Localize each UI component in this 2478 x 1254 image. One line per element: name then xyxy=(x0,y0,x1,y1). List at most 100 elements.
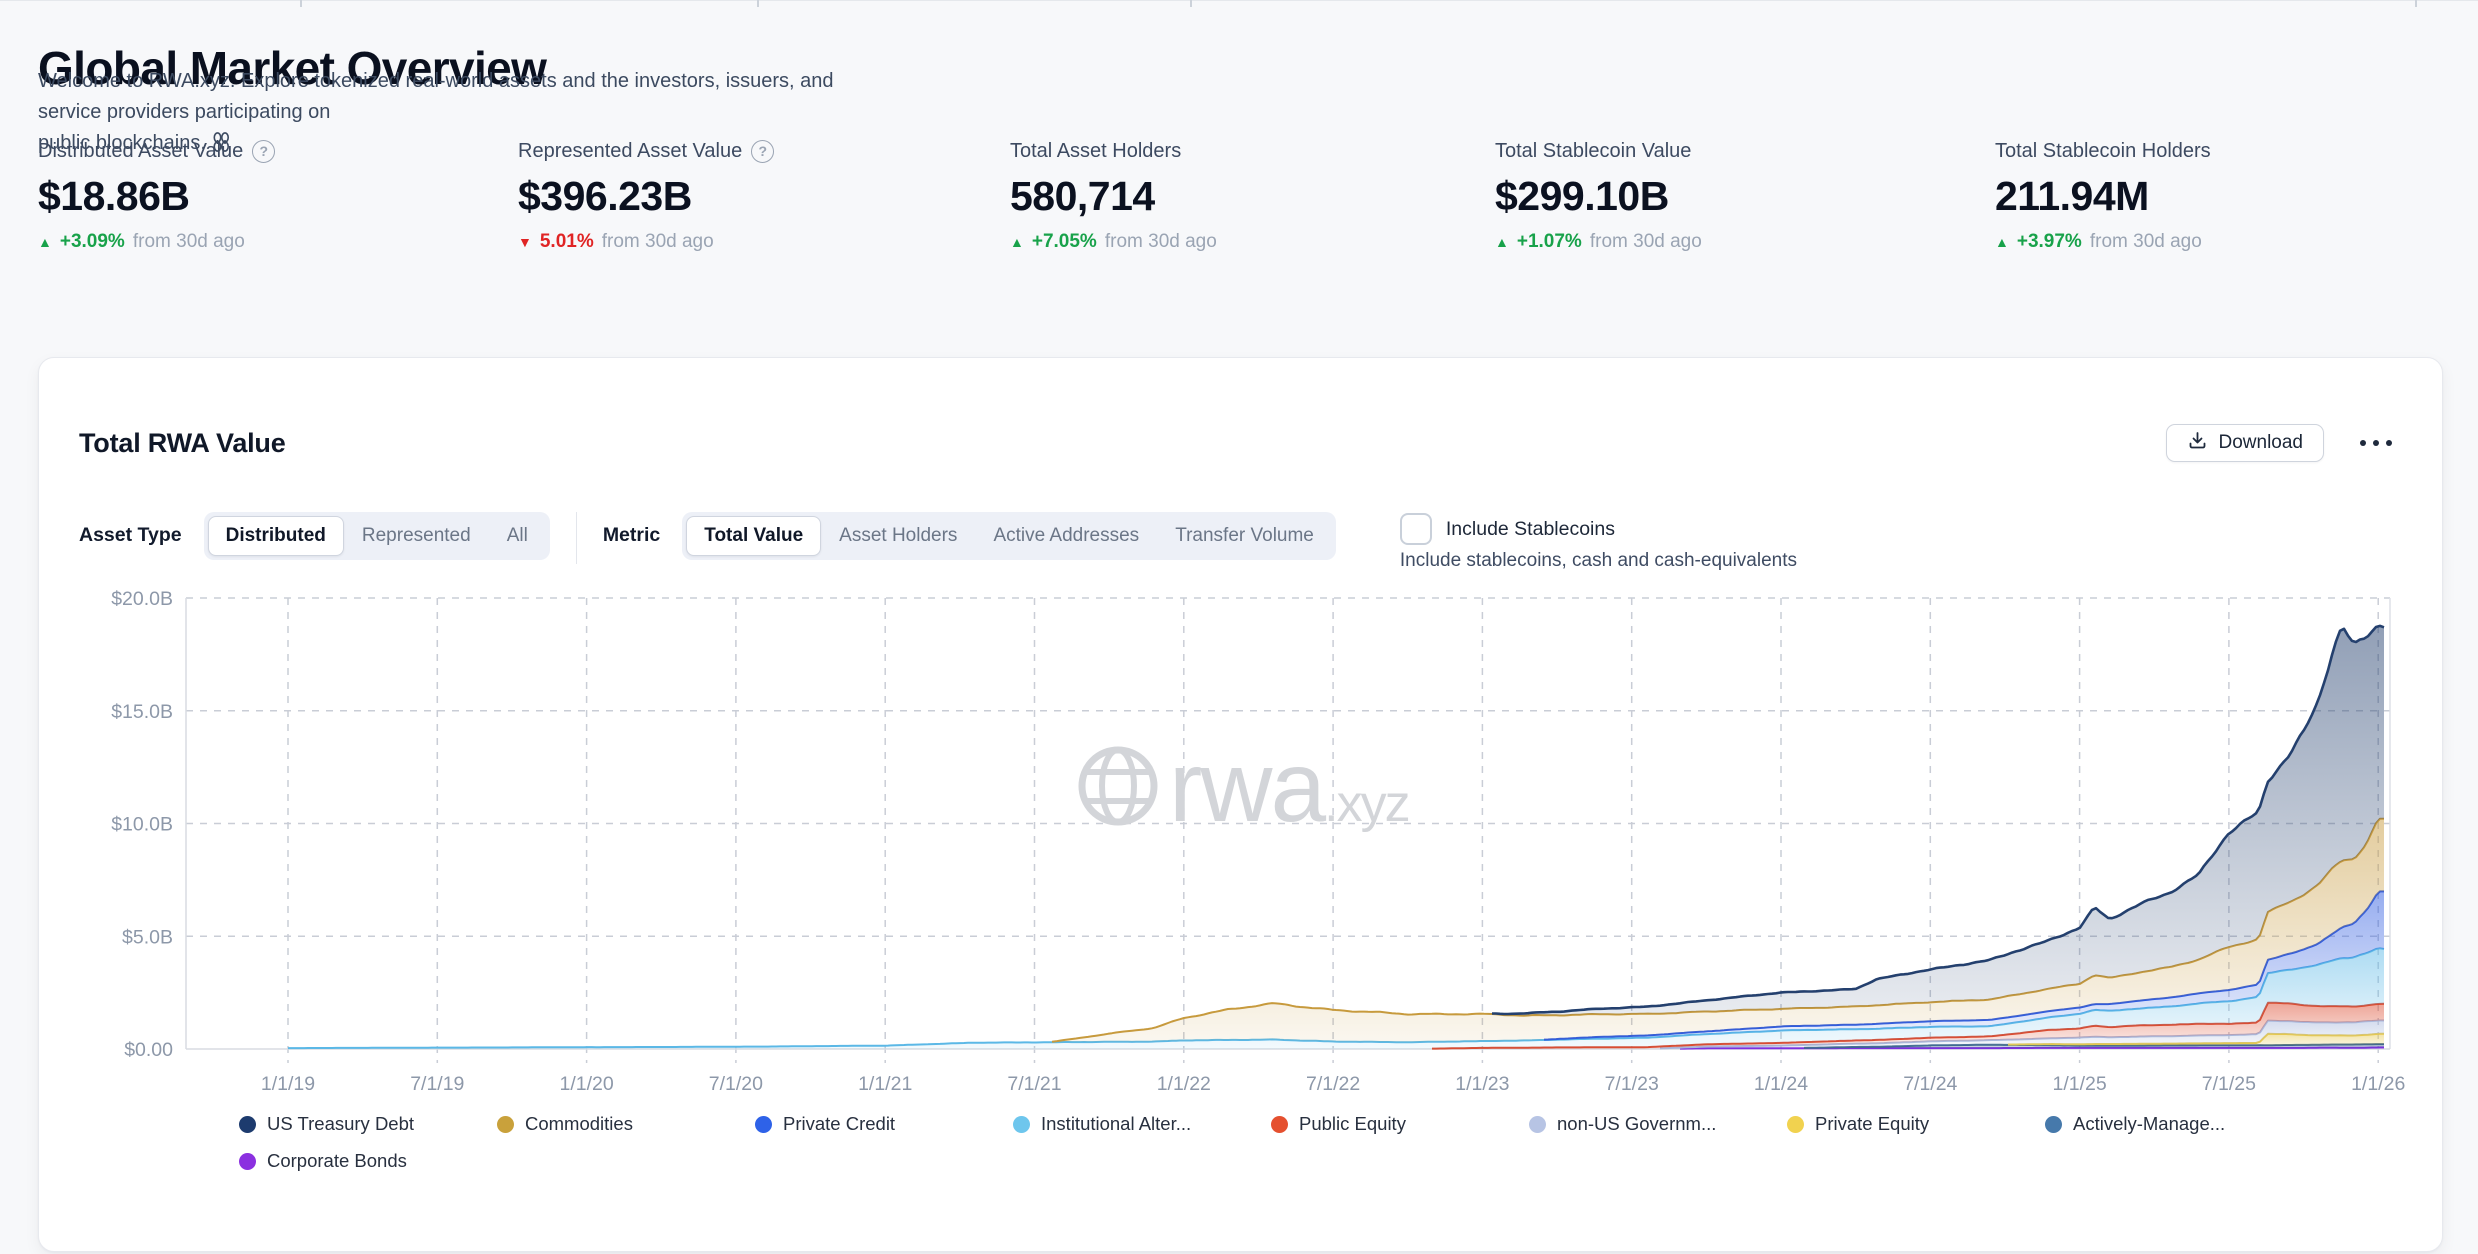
up-arrow-icon: ▲ xyxy=(38,234,52,250)
svg-text:$5.0B: $5.0B xyxy=(122,926,173,948)
up-arrow-icon: ▲ xyxy=(1495,234,1509,250)
total-rwa-value-panel: Total RWA Value Download Asset Type Dist… xyxy=(38,357,2443,1252)
more-options-button[interactable] xyxy=(2358,434,2394,452)
asset-type-option-all[interactable]: All xyxy=(506,525,528,546)
include-stablecoins-label: Include Stablecoins xyxy=(1445,517,1615,540)
svg-text:1/1/19: 1/1/19 xyxy=(261,1073,315,1095)
top-edge-tick xyxy=(300,0,302,7)
svg-text:1/1/21: 1/1/21 xyxy=(858,1073,912,1095)
svg-text:1/1/26: 1/1/26 xyxy=(2351,1073,2405,1095)
legend-item[interactable]: Actively-Manage... xyxy=(2045,1113,2303,1135)
stat-total-stablecoin-value: Total Stablecoin Value $299.10B ▲ +1.07% f… xyxy=(1495,140,1995,253)
include-stablecoins-checkbox[interactable] xyxy=(1399,513,1432,545)
subtitle-line-1: Welcome to RWA.xyz. Explore tokenized re… xyxy=(38,70,834,123)
legend-item[interactable]: Institutional Alter... xyxy=(1013,1113,1271,1135)
svg-text:7/1/23: 7/1/23 xyxy=(1605,1073,1659,1095)
stat-total-stablecoin-holders: Total Stablecoin Holders 211.94M ▲ +3.97%… xyxy=(1995,140,2441,253)
chart-legend: US Treasury Debt Commodities Private Credi… xyxy=(239,1113,2382,1172)
asset-type-label: Asset Type xyxy=(79,524,182,546)
metric-option-asset-holders[interactable]: Asset Holders xyxy=(839,525,958,546)
page-subtitle: Welcome to RWA.xyz. Explore tokenized re… xyxy=(38,66,858,163)
stat-label: Distributed Asset Value xyxy=(38,140,518,163)
legend-label: Private Equity xyxy=(1815,1113,1930,1134)
svg-text:1/1/22: 1/1/22 xyxy=(1157,1073,1211,1095)
stat-label: Total Asset Holders xyxy=(1010,140,1182,162)
stat-delta: ▲ +7.05% from 30d ago xyxy=(1010,231,1217,252)
legend-label: Actively-Manage... xyxy=(2073,1113,2226,1134)
svg-text:7/1/20: 7/1/20 xyxy=(709,1073,763,1095)
legend-dot-icon xyxy=(497,1115,514,1133)
legend-item[interactable]: non-US Governm... xyxy=(1529,1113,1787,1135)
legend-dot-icon xyxy=(1529,1115,1546,1133)
chain-emoji-icon xyxy=(210,131,232,163)
asset-type-control: Distributed Represented All xyxy=(203,512,550,560)
stat-value: $299.10B xyxy=(1495,173,1669,219)
legend-item[interactable]: Public Equity xyxy=(1271,1113,1529,1135)
stat-label: Total Stablecoin Holders xyxy=(1995,140,2211,162)
svg-text:$15.0B: $15.0B xyxy=(111,701,173,723)
svg-text:$0.00: $0.00 xyxy=(124,1039,173,1061)
stat-delta: ▲ +1.07% from 30d ago xyxy=(1495,231,1702,252)
svg-text:7/1/22: 7/1/22 xyxy=(1306,1073,1360,1095)
legend-item[interactable]: Commodities xyxy=(497,1113,755,1135)
stat-total-asset-holders: Total Asset Holders 580,714 ▲ +7.05% from … xyxy=(1010,140,1495,253)
legend-label: Corporate Bonds xyxy=(267,1150,407,1171)
page-title: Global Market Overview xyxy=(38,41,547,94)
download-button[interactable]: Download xyxy=(2165,424,2324,462)
top-edge-tick xyxy=(1190,0,1192,7)
stats-row: Distributed Asset Value $18.86B ▲+3.09%f… xyxy=(38,140,2441,253)
stat-label: Total Stablecoin Value xyxy=(1495,140,1692,162)
legend-dot-icon xyxy=(2045,1115,2062,1133)
gridlines: $0.00 $5.0B $10.0B $15.0B $20.0B 1/1/19 7/1/19… xyxy=(111,588,2405,1095)
stat-represented-asset-value: Represented Asset Value $396.23B ▼5.01%f… xyxy=(518,140,1010,253)
svg-text:rwa.xyz: rwa.xyz xyxy=(1169,731,1409,843)
legend-dot-icon xyxy=(1013,1115,1030,1133)
legend-item[interactable]: Private Credit xyxy=(755,1113,1013,1135)
stat-distributed-asset-value: Distributed Asset Value $18.86B ▲+3.09%f… xyxy=(38,140,518,253)
legend-label: non-US Governm... xyxy=(1557,1113,1717,1134)
help-icon[interactable] xyxy=(751,140,775,163)
panel-title: Total RWA Value xyxy=(79,427,286,458)
svg-text:$10.0B: $10.0B xyxy=(111,814,173,836)
legend-label: Private Credit xyxy=(783,1113,896,1134)
stat-value: 211.94M xyxy=(1995,173,2149,219)
up-arrow-icon: ▲ xyxy=(1010,234,1024,250)
legend-label: US Treasury Debt xyxy=(267,1113,415,1134)
help-icon[interactable] xyxy=(252,140,276,163)
legend-dot-icon xyxy=(1271,1115,1288,1133)
rwa-watermark: rwa.xyz xyxy=(1078,731,1411,843)
svg-text:7/1/21: 7/1/21 xyxy=(1007,1073,1061,1095)
stat-value: $18.86B xyxy=(38,173,190,219)
up-arrow-icon: ▲ xyxy=(1995,234,2009,250)
stat-delta: ▲ +3.97% from 30d ago xyxy=(1995,231,2202,252)
svg-text:7/1/24: 7/1/24 xyxy=(1903,1073,1957,1095)
area-us-treasury-debt xyxy=(288,625,2384,1049)
download-icon xyxy=(2187,430,2208,457)
top-edge-tick xyxy=(2415,0,2417,7)
metric-option-total-value[interactable]: Total Value xyxy=(686,516,822,556)
legend-item[interactable]: US Treasury Debt xyxy=(239,1113,497,1135)
metric-option-active-addresses[interactable]: Active Addresses xyxy=(993,525,1140,546)
stat-value: $396.23B xyxy=(518,173,692,219)
metric-label: Metric xyxy=(602,524,661,546)
legend-item[interactable]: Private Equity xyxy=(1787,1113,2045,1135)
asset-type-option-represented[interactable]: Represented xyxy=(361,525,471,546)
legend-label: Institutional Alter... xyxy=(1041,1113,1192,1134)
subtitle-line-2: public blockchains. xyxy=(38,128,858,163)
include-stablecoins-group: Include Stablecoins Include stablecoins,… xyxy=(1399,513,1798,572)
stat-label: Represented Asset Value xyxy=(518,140,1010,163)
legend-item[interactable]: Corporate Bonds xyxy=(239,1150,497,1172)
include-stablecoins-caption: Include stablecoins, cash and cash-equiv… xyxy=(1399,550,1798,571)
metric-control: Total Value Asset Holders Active Address… xyxy=(682,512,1336,560)
svg-text:1/1/23: 1/1/23 xyxy=(1455,1073,1509,1095)
svg-text:1/1/24: 1/1/24 xyxy=(1754,1073,1808,1095)
legend-label: Commodities xyxy=(525,1113,633,1134)
total-rwa-value-chart[interactable]: $0.00 $5.0B $10.0B $15.0B $20.0B 1/1/19 7/1/19… xyxy=(61,573,2426,1118)
svg-text:7/1/25: 7/1/25 xyxy=(2202,1073,2256,1095)
asset-type-option-distributed[interactable]: Distributed xyxy=(207,516,344,556)
metric-option-transfer-volume[interactable]: Transfer Volume xyxy=(1175,525,1314,546)
legend-dot-icon xyxy=(239,1115,256,1133)
top-edge-tick xyxy=(757,0,759,7)
filter-divider xyxy=(575,512,577,564)
stat-delta: ▼ 5.01% from 30d ago xyxy=(518,231,714,252)
